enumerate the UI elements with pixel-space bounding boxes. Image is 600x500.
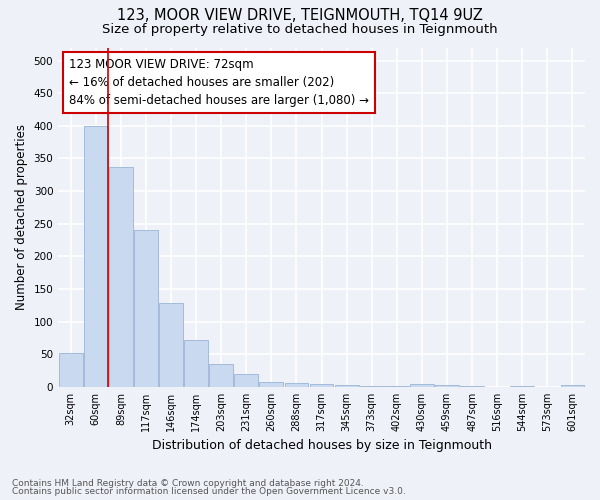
Text: Contains HM Land Registry data © Crown copyright and database right 2024.: Contains HM Land Registry data © Crown c… — [12, 478, 364, 488]
Bar — [259, 382, 283, 387]
Bar — [84, 126, 108, 387]
Text: 123 MOOR VIEW DRIVE: 72sqm
← 16% of detached houses are smaller (202)
84% of sem: 123 MOOR VIEW DRIVE: 72sqm ← 16% of deta… — [69, 58, 369, 106]
Bar — [560, 385, 584, 387]
Bar — [310, 384, 334, 387]
Y-axis label: Number of detached properties: Number of detached properties — [15, 124, 28, 310]
Bar — [109, 167, 133, 387]
Text: Contains public sector information licensed under the Open Government Licence v3: Contains public sector information licen… — [12, 487, 406, 496]
Bar — [59, 353, 83, 387]
Bar — [335, 385, 359, 387]
Text: 123, MOOR VIEW DRIVE, TEIGNMOUTH, TQ14 9UZ: 123, MOOR VIEW DRIVE, TEIGNMOUTH, TQ14 9… — [117, 8, 483, 22]
Text: Size of property relative to detached houses in Teignmouth: Size of property relative to detached ho… — [102, 22, 498, 36]
Bar — [360, 386, 383, 387]
Bar — [159, 304, 183, 387]
Bar — [184, 340, 208, 387]
Bar — [460, 386, 484, 387]
Bar — [284, 383, 308, 387]
Bar — [435, 385, 459, 387]
X-axis label: Distribution of detached houses by size in Teignmouth: Distribution of detached houses by size … — [152, 440, 491, 452]
Bar — [134, 230, 158, 387]
Bar — [209, 364, 233, 387]
Bar — [235, 374, 258, 387]
Bar — [410, 384, 434, 387]
Bar — [385, 386, 409, 387]
Bar — [511, 386, 534, 387]
